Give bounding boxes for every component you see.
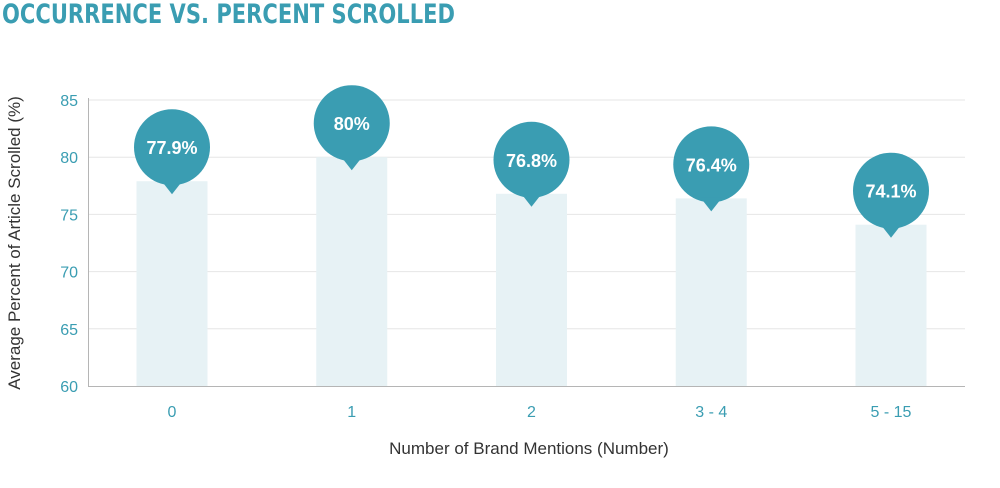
bubble-circle [853,152,929,229]
bubble-pointer [880,223,902,238]
y-tick-label: 65 [60,322,78,339]
y-tick-label: 85 [60,93,78,110]
bubble-pointer [520,192,543,207]
bar [496,193,567,386]
bubble-pointer [161,180,183,195]
bubble-circle [493,121,570,198]
data-label-bubble: 76.8% [493,121,570,207]
data-label-bubbles: 77.9% 80% 76.8% 76.4% 74.1% [134,85,929,238]
data-label: 80% [334,114,370,134]
bar [855,224,927,386]
x-tick-label: 2 [527,404,536,421]
x-tick-label: 5 - 15 [871,404,912,421]
bars [136,157,927,386]
bubble-circle [673,126,750,203]
x-tick-label: 0 [168,404,177,421]
axes: 60 65 70 75 80 85 0 1 2 3 - 4 5 - 15 [60,93,965,421]
data-label-bubble: 76.4% [673,126,750,212]
y-axis-label: Average Percent of Article Scrolled (%) [5,96,24,390]
x-tick-label: 1 [347,404,356,421]
x-axis-label: Number of Brand Mentions (Number) [389,439,669,458]
y-tick-label: 70 [60,265,78,282]
bar [136,181,208,386]
bubble-circle [313,85,390,162]
x-tick-label: 3 - 4 [695,404,727,421]
data-label: 76.4% [686,155,737,175]
data-label-bubble: 77.9% [134,109,210,195]
data-label: 74.1% [865,182,916,202]
bar [675,198,747,386]
y-tick-label: 60 [60,379,78,396]
data-label: 76.8% [506,151,557,171]
data-label-bubble: 80% [313,85,390,171]
bubble-circle [134,109,210,186]
y-tick-label: 75 [60,207,78,224]
data-label: 77.9% [146,138,197,158]
axis-labels: Number of Brand Mentions (Number) Averag… [5,96,669,458]
data-label-bubble: 74.1% [853,152,929,238]
bar [316,157,388,386]
y-tick-label: 80 [60,150,78,167]
bubble-pointer [700,197,723,212]
chart-title: OCCURRENCE VS. PERCENT SCROLLED [2,0,455,30]
bubble-pointer [340,156,363,171]
